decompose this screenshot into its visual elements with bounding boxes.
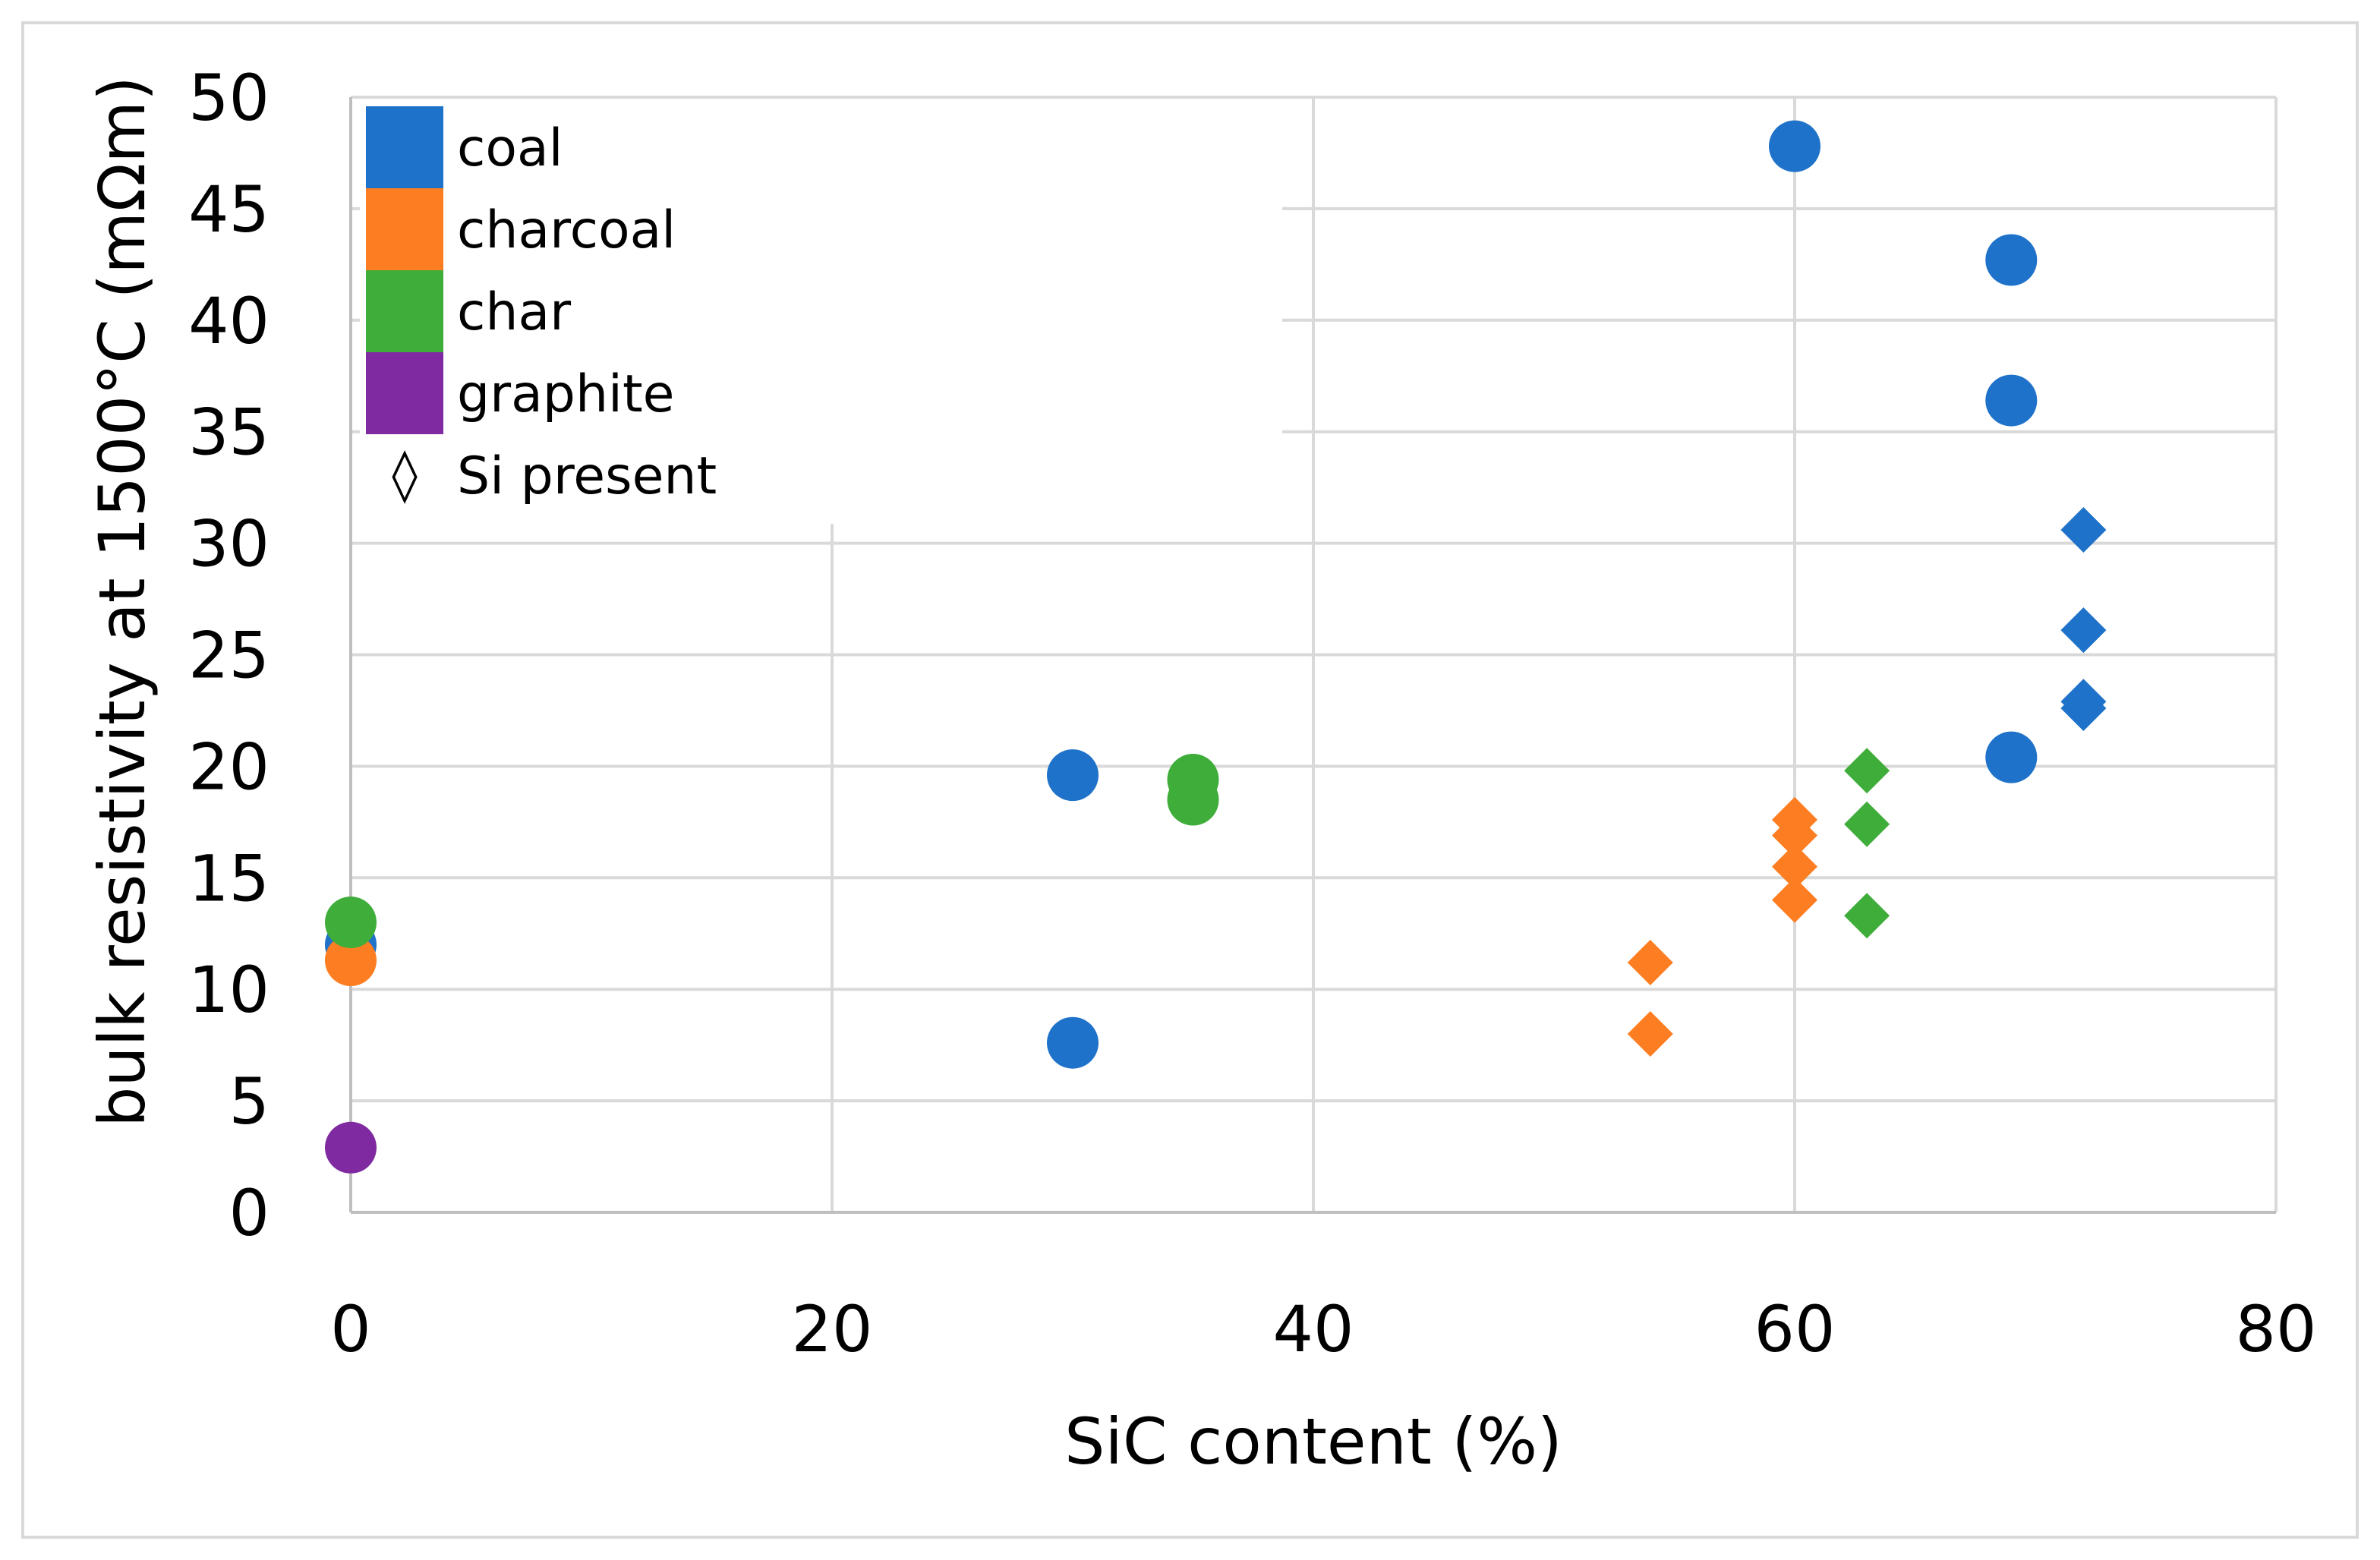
charcoal-point-2-diamond	[1627, 939, 1673, 985]
charcoal-point-3-diamond	[1627, 1010, 1673, 1057]
y-tick-label-40: 40	[188, 284, 270, 358]
legend-label-si-present: Si present	[457, 446, 717, 506]
char-point-1-circle	[325, 897, 377, 949]
x-tick-label-60: 60	[1754, 1292, 1836, 1366]
y-tick-label-10: 10	[188, 953, 270, 1027]
y-tick-label-45: 45	[188, 172, 270, 247]
charcoal-point-6-diamond	[1772, 843, 1817, 890]
coal-point-6-circle	[1985, 374, 2038, 427]
coal-point-7-circle	[1985, 731, 2038, 783]
char-point-3-circle	[1167, 774, 1219, 826]
legend-swatch-graphite	[366, 352, 443, 434]
legend-label-charcoal: charcoal	[457, 200, 676, 260]
legend-swatch-charcoal	[366, 188, 443, 270]
coal-point-3-circle	[1047, 1016, 1099, 1069]
coal-point-9-diamond	[2060, 607, 2107, 654]
y-tick-label-30: 30	[188, 507, 270, 581]
x-tick-label-0: 0	[330, 1292, 370, 1366]
legend-background	[360, 99, 1282, 524]
y-tick-label-5: 5	[229, 1064, 270, 1139]
x-axis-title: SiC content (%)	[1064, 1404, 1562, 1479]
x-tick-label-80: 80	[2236, 1292, 2317, 1366]
data-markers	[325, 120, 2107, 1174]
x-tick-label-40: 40	[1273, 1292, 1354, 1366]
y-tick-label-15: 15	[188, 841, 270, 916]
legend-label-graphite: graphite	[457, 364, 674, 424]
legend-diamond-icon: ◊	[392, 445, 418, 505]
coal-point-4-circle	[1769, 120, 1820, 172]
char-point-4-diamond	[1844, 748, 1890, 794]
legend-label-char: char	[457, 282, 571, 342]
tick-labels: 0 5 10 15 20 25 30 35 40 45 50 0 20 40 60 80	[188, 61, 2316, 1366]
charcoal-point-1-circle	[325, 934, 377, 987]
y-axis-title: bulk resistivity at 1500°C (mΩm)	[85, 76, 159, 1127]
y-tick-label-35: 35	[188, 396, 270, 470]
coal-point-2-circle	[1047, 749, 1099, 802]
y-tick-label-25: 25	[188, 619, 270, 693]
coal-point-8-diamond	[2060, 506, 2107, 553]
legend-swatch-coal	[366, 106, 443, 188]
char-point-5-diamond	[1844, 801, 1890, 847]
charcoal-point-7-diamond	[1772, 877, 1817, 923]
y-tick-label-0: 0	[229, 1176, 270, 1250]
legend-swatch-char	[366, 270, 443, 352]
charcoal-point-5-diamond	[1772, 812, 1817, 859]
graphite-point-1-circle	[325, 1121, 377, 1174]
axes	[349, 97, 2276, 1214]
coal-point-11-diamond	[2060, 685, 2107, 732]
char-point-6-diamond	[1844, 893, 1890, 939]
coal-point-5-circle	[1985, 234, 2038, 286]
legend: coal charcoal char graphite ◊ Si present	[360, 99, 1282, 524]
legend-label-coal: coal	[457, 118, 563, 178]
x-tick-label-20: 20	[792, 1292, 873, 1366]
y-tick-label-50: 50	[188, 61, 270, 135]
y-tick-label-20: 20	[188, 730, 270, 804]
